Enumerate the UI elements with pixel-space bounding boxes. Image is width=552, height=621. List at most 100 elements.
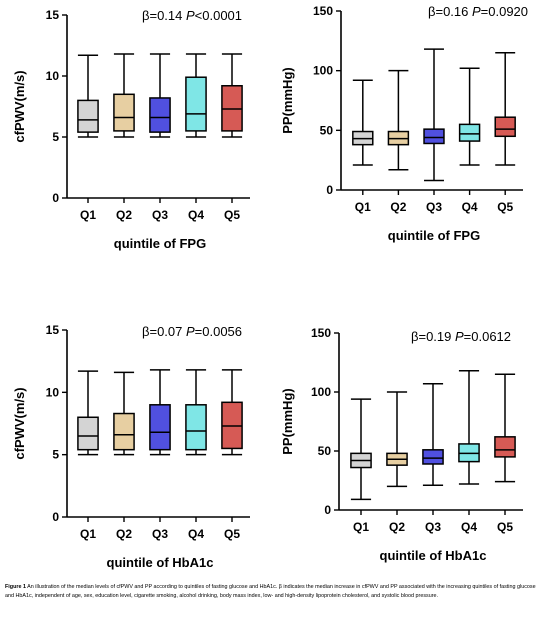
stat-annotation: β=0.19 P=0.0612 bbox=[411, 329, 511, 344]
iqr-box bbox=[113, 412, 135, 451]
x-axis-label: quintile of FPG bbox=[114, 236, 206, 251]
x-tick-label: Q4 bbox=[461, 520, 477, 534]
x-tick-label: Q5 bbox=[497, 200, 513, 214]
iqr-box bbox=[113, 93, 135, 132]
y-tick-label: 10 bbox=[46, 385, 60, 399]
y-axis-label: cfPWV(m/s) bbox=[12, 70, 27, 142]
x-tick-label: Q2 bbox=[116, 527, 132, 541]
y-tick-label: 0 bbox=[52, 510, 59, 524]
box-Q2 bbox=[113, 371, 135, 456]
y-tick-label: 150 bbox=[313, 4, 333, 18]
iqr-box bbox=[422, 449, 444, 465]
p-value-rest: =0.0920 bbox=[481, 4, 528, 19]
box-Q3 bbox=[422, 382, 444, 486]
p-value: P bbox=[186, 324, 195, 339]
stat-annotation: β=0.14 P<0.0001 bbox=[142, 8, 242, 23]
box-Q3 bbox=[149, 53, 171, 138]
beta-value: β=0.14 bbox=[142, 8, 186, 23]
y-tick-label: 50 bbox=[318, 444, 332, 458]
x-tick-label: Q4 bbox=[462, 200, 478, 214]
beta-value: β=0.16 bbox=[428, 4, 472, 19]
p-value-rest: =0.0056 bbox=[195, 324, 242, 339]
iqr-box bbox=[494, 116, 516, 138]
x-tick-label: Q5 bbox=[224, 527, 240, 541]
stat-annotation: β=0.16 P=0.0920 bbox=[428, 4, 528, 19]
box-Q1 bbox=[77, 370, 99, 456]
iqr-box bbox=[185, 404, 207, 451]
y-tick-label: 10 bbox=[46, 69, 60, 83]
x-tick-label: Q4 bbox=[188, 208, 204, 222]
iqr-box bbox=[77, 416, 99, 451]
p-value-rest: =0.0612 bbox=[464, 329, 511, 344]
y-tick-label: 50 bbox=[320, 123, 334, 137]
x-tick-label: Q3 bbox=[425, 520, 441, 534]
y-tick-label: 0 bbox=[324, 503, 331, 517]
x-tick-label: Q2 bbox=[390, 200, 406, 214]
box-Q5 bbox=[221, 369, 243, 456]
box-Q2 bbox=[386, 391, 408, 488]
iqr-box bbox=[185, 76, 207, 132]
box-Q1 bbox=[350, 398, 372, 501]
x-tick-label: Q1 bbox=[355, 200, 371, 214]
y-tick-label: 15 bbox=[46, 8, 60, 22]
box-Q2 bbox=[113, 53, 135, 138]
chart-panel-3: 0 5 10 15 Q1 Q2 Q3 Q4 Q5 cfPWV(m/s) quintile of Hb… bbox=[12, 323, 250, 570]
iqr-box bbox=[458, 123, 481, 142]
box-Q4 bbox=[185, 53, 207, 138]
caption-label: Figure 1 bbox=[5, 584, 26, 590]
box-Q3 bbox=[149, 369, 171, 456]
stat-annotation: β=0.07 P=0.0056 bbox=[142, 324, 242, 339]
box-Q2 bbox=[387, 69, 410, 171]
box-Q4 bbox=[458, 370, 480, 485]
beta-value: β=0.07 bbox=[142, 324, 186, 339]
x-tick-label: Q1 bbox=[80, 208, 96, 222]
y-tick-label: 100 bbox=[313, 64, 333, 78]
y-tick-label: 150 bbox=[311, 326, 331, 340]
y-tick-label: 0 bbox=[326, 183, 333, 197]
y-tick-label: 5 bbox=[52, 130, 59, 144]
caption-text: An illustration of the median levels of … bbox=[5, 584, 536, 599]
iqr-box bbox=[149, 404, 171, 451]
chart-panel-1: 0 5 10 15 Q1 Q2 Q3 Q4 Q5 cfPWV(m/s) quintile of FP… bbox=[12, 8, 250, 251]
box-Q5 bbox=[221, 53, 243, 138]
box-Q3 bbox=[423, 48, 445, 182]
chart-panel-2: 0 50 100 150 Q1 Q2 Q3 Q4 Q5 PP(mmHg) quintile of F… bbox=[280, 4, 528, 243]
x-tick-label: Q3 bbox=[152, 208, 168, 222]
x-tick-label: Q1 bbox=[80, 527, 96, 541]
beta-value: β=0.19 bbox=[411, 329, 455, 344]
figure-caption: Figure 1 An illustration of the median l… bbox=[5, 583, 545, 601]
y-axis-label: cfPWV(m/s) bbox=[12, 387, 27, 459]
p-value: P bbox=[472, 4, 481, 19]
x-tick-label: Q4 bbox=[188, 527, 204, 541]
iqr-box bbox=[494, 436, 516, 458]
y-tick-label: 5 bbox=[52, 448, 59, 462]
p-value: P bbox=[455, 329, 464, 344]
iqr-box bbox=[149, 97, 171, 133]
box-Q4 bbox=[185, 369, 207, 456]
p-value-rest: <0.0001 bbox=[195, 8, 242, 23]
iqr-box bbox=[423, 128, 445, 145]
x-axis-label: quintile of HbA1c bbox=[380, 548, 487, 563]
x-tick-label: Q2 bbox=[389, 520, 405, 534]
x-tick-label: Q3 bbox=[152, 527, 168, 541]
y-tick-label: 0 bbox=[52, 191, 59, 205]
x-axis-label: quintile of FPG bbox=[388, 228, 480, 243]
y-tick-label: 100 bbox=[311, 385, 331, 399]
x-tick-label: Q5 bbox=[224, 208, 240, 222]
y-axis-label: PP(mmHg) bbox=[280, 67, 295, 133]
x-tick-label: Q3 bbox=[426, 200, 442, 214]
x-tick-label: Q5 bbox=[497, 520, 513, 534]
box-Q5 bbox=[494, 52, 516, 166]
y-tick-label: 15 bbox=[46, 323, 60, 337]
x-tick-label: Q2 bbox=[116, 208, 132, 222]
x-axis-label: quintile of HbA1c bbox=[107, 555, 214, 570]
p-value: P bbox=[186, 8, 195, 23]
x-tick-label: Q1 bbox=[353, 520, 369, 534]
y-axis-label: PP(mmHg) bbox=[280, 388, 295, 454]
chart-panel-4: 0 50 100 150 Q1 Q2 Q3 Q4 Q5 PP(mmHg) quintile of H… bbox=[280, 326, 523, 563]
iqr-box bbox=[77, 99, 99, 133]
box-Q1 bbox=[352, 79, 374, 166]
box-Q4 bbox=[458, 67, 481, 166]
box-Q5 bbox=[494, 373, 516, 483]
